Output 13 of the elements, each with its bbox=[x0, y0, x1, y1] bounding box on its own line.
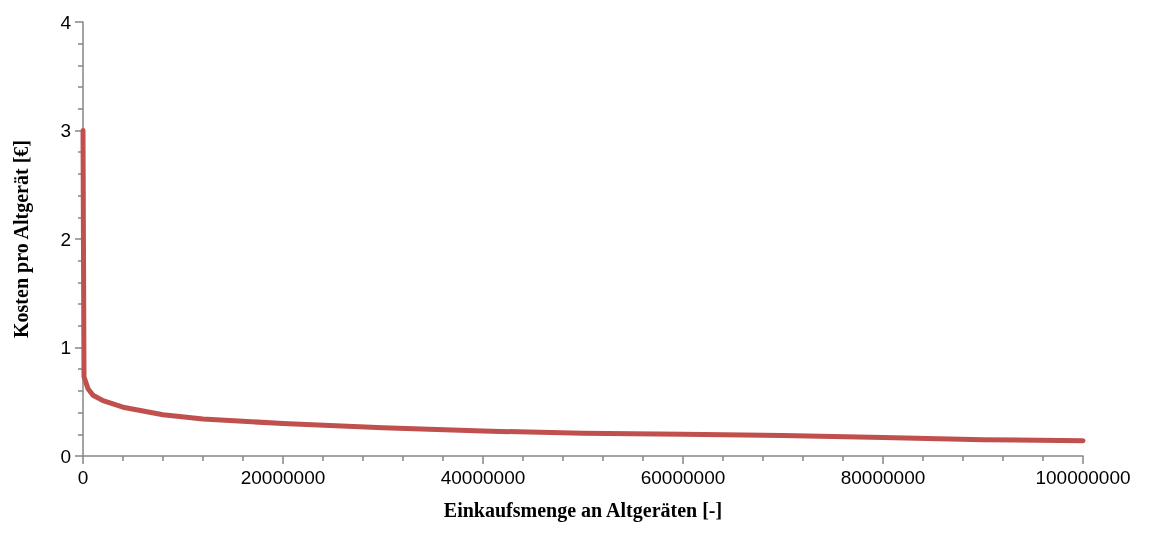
y-tick-label: 3 bbox=[60, 120, 71, 141]
y-tick-label: 2 bbox=[60, 228, 71, 250]
x-tick-label: 0 bbox=[77, 467, 89, 488]
y-tick-label: 1 bbox=[60, 337, 71, 358]
x-tick-label: 20000000 bbox=[240, 467, 326, 488]
x-tick-label: 40000000 bbox=[440, 467, 526, 488]
y-tick-label: 0 bbox=[60, 445, 71, 467]
x-tick-label: 100000000 bbox=[1035, 467, 1131, 488]
x-tick-label: 80000000 bbox=[840, 467, 926, 488]
x-axis-title: Einkaufsmenge an Altgeräten [-] bbox=[443, 499, 723, 522]
y-axis-title: Kosten pro Altgerät [€] bbox=[10, 140, 33, 338]
x-tick-label: 60000000 bbox=[640, 467, 726, 488]
y-tick-label: 4 bbox=[60, 11, 72, 33]
